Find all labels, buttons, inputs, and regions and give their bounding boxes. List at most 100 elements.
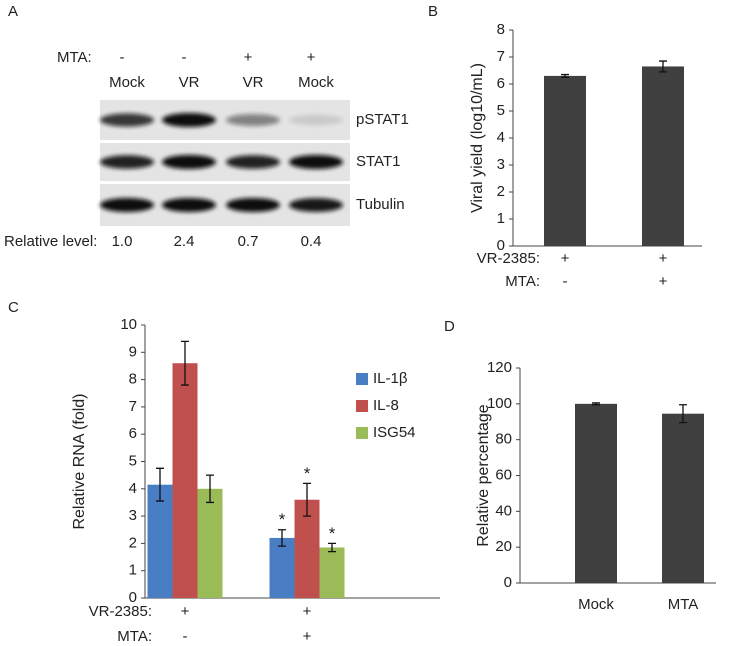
blot-band — [226, 114, 280, 126]
legend-label: IL-8 — [373, 397, 399, 414]
lane-label: Mock — [109, 74, 145, 91]
y-tick-label: 120 — [487, 359, 512, 376]
panel-label: B — [428, 3, 438, 20]
mta-sign: - — [120, 49, 125, 66]
bar — [544, 75, 586, 247]
error-bar — [679, 404, 687, 424]
mta-sign: + — [307, 49, 316, 66]
mta-label: MTA: — [57, 49, 92, 66]
y-tick-label: 0 — [129, 589, 137, 606]
significance: * — [329, 524, 336, 543]
y-tick-label: 5 — [497, 102, 505, 119]
bar — [575, 403, 617, 583]
condition-sign: + — [561, 250, 570, 267]
legend-swatch — [356, 400, 368, 412]
y-tick-label: 3 — [497, 156, 505, 173]
legend-label: ISG54 — [373, 424, 416, 441]
blot-band — [100, 198, 154, 212]
blot-band — [289, 198, 343, 212]
panel-label: A — [8, 3, 18, 20]
condition-sign: + — [659, 250, 668, 267]
condition-sign: + — [303, 603, 312, 620]
relative-value: 2.4 — [174, 233, 195, 250]
y-tick-label: 7 — [497, 48, 505, 65]
significance: * — [304, 464, 311, 483]
lane-label: VR — [179, 74, 200, 91]
y-tick-label: 1 — [129, 562, 137, 579]
lane-label: VR — [243, 74, 264, 91]
bar — [197, 488, 223, 598]
panel-label: D — [444, 318, 455, 335]
bar — [269, 537, 295, 598]
y-tick-label: 10 — [120, 316, 137, 333]
y-tick-label: 100 — [487, 395, 512, 412]
condition-sign: + — [659, 273, 668, 290]
y-tick-label: 5 — [129, 452, 137, 469]
mta-sign: + — [244, 49, 253, 66]
y-tick-label: 3 — [129, 507, 137, 524]
error-bar — [156, 467, 164, 502]
y-axis-label: Viral yield (log10/mL) — [469, 63, 486, 213]
condition-sign: - — [183, 628, 188, 645]
panel-a: A MTA: Relative level: — [4, 3, 97, 250]
error-bar — [659, 60, 667, 73]
blot-band — [226, 198, 280, 212]
error-bar — [303, 482, 311, 517]
y-tick-label: 0 — [504, 574, 512, 591]
lane-label: Mock — [298, 74, 334, 91]
y-tick-label: 2 — [129, 534, 137, 551]
relative-value: 1.0 — [112, 233, 133, 250]
y-tick-label: 6 — [129, 425, 137, 442]
condition-sign: - — [563, 273, 568, 290]
error-bar — [278, 529, 286, 547]
significance: * — [279, 510, 286, 529]
relative-value: 0.7 — [238, 233, 259, 250]
y-tick-label: 7 — [129, 398, 137, 415]
blot-band — [100, 155, 154, 169]
y-tick-label: 1 — [497, 210, 505, 227]
blot-band — [100, 113, 154, 127]
blot-band — [162, 155, 216, 169]
relative-label: Relative level: — [4, 233, 97, 250]
error-bar — [206, 474, 214, 504]
band-label: STAT1 — [356, 153, 400, 170]
condition-sign: + — [303, 628, 312, 645]
y-tick-label: 20 — [495, 538, 512, 555]
band-label: pSTAT1 — [356, 111, 409, 128]
blot-band — [162, 198, 216, 212]
y-tick-label: 4 — [497, 129, 505, 146]
bar — [319, 547, 345, 598]
legend-swatch — [356, 427, 368, 439]
y-tick-label: 60 — [495, 466, 512, 483]
y-tick-label: 0 — [497, 237, 505, 254]
condition-label: MTA: — [505, 273, 540, 290]
legend-swatch — [356, 373, 368, 385]
bar — [172, 363, 198, 598]
band-label: Tubulin — [356, 196, 405, 213]
blot-band — [289, 114, 343, 126]
y-axis-label: Relative percentage — [475, 404, 492, 546]
relative-value: 0.4 — [301, 233, 322, 250]
bar — [642, 66, 684, 246]
error-bar — [592, 402, 600, 406]
y-tick-label: 40 — [495, 502, 512, 519]
x-tick-label: Mock — [578, 596, 614, 613]
mta-sign: - — [182, 49, 187, 66]
x-tick-label: MTA — [668, 596, 699, 613]
y-axis-label: Relative RNA (fold) — [71, 393, 88, 529]
error-bar — [561, 73, 569, 78]
legend-label: IL-1β — [373, 370, 408, 387]
bar — [147, 484, 173, 598]
y-tick-label: 2 — [497, 183, 505, 200]
y-tick-label: 6 — [497, 75, 505, 92]
y-tick-label: 80 — [495, 431, 512, 448]
condition-label: MTA: — [117, 628, 152, 645]
blot-band — [289, 155, 343, 169]
y-tick-label: 8 — [129, 371, 137, 388]
blot-band — [226, 155, 280, 169]
error-bar — [328, 542, 336, 553]
bar — [662, 413, 704, 583]
condition-sign: + — [181, 603, 190, 620]
y-tick-label: 4 — [129, 480, 137, 497]
